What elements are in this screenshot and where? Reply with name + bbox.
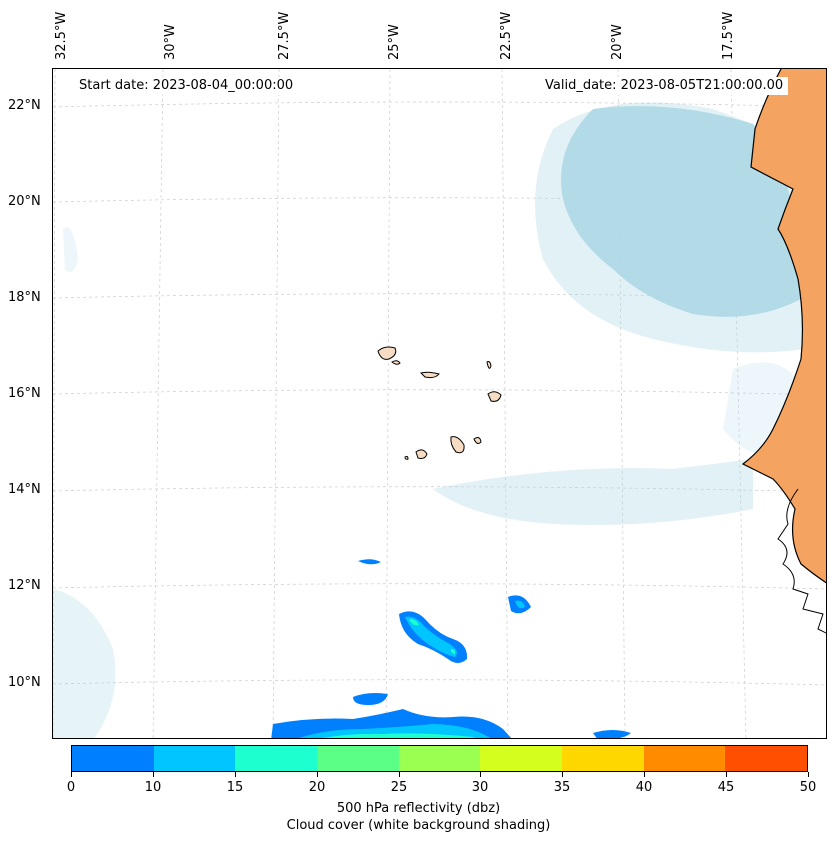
colorbar-tick-label: 20 — [308, 780, 326, 795]
colorbar-tick — [808, 772, 809, 777]
colorbar-tick — [644, 772, 645, 777]
cloud-area-northeast-fringe — [535, 102, 805, 353]
island-boa-vista — [487, 391, 502, 402]
reflectivity-cell-12-5n — [358, 559, 381, 565]
colorbar-segment — [725, 746, 808, 771]
colorbar-segment — [398, 746, 481, 771]
cloud-cover-shading — [53, 102, 805, 738]
colorbar-tick — [399, 772, 400, 777]
island-brava — [404, 455, 409, 460]
reflectivity-band-south-core — [322, 733, 475, 738]
island-sao-vicente — [391, 360, 401, 365]
guinea-coastline — [777, 488, 826, 634]
colorbar-tick-label: 10 — [144, 780, 162, 795]
colorbar-tick — [71, 772, 72, 777]
colorbar-segment — [153, 746, 236, 771]
colorbar-segment — [317, 746, 399, 771]
colorbar-segment — [562, 746, 644, 771]
lon-label-32-5w: 32.5°W — [54, 11, 69, 60]
africa-landmass — [743, 69, 826, 583]
lon-label-20w: 20°W — [610, 24, 625, 60]
africa-coastline — [741, 69, 826, 584]
reflectivity-cell-9n-east — [593, 730, 631, 738]
colorbar-tick-label: 25 — [390, 780, 408, 795]
island-santo-antao — [377, 346, 397, 360]
reflectivity-cell-9n — [353, 693, 388, 705]
colorbar — [71, 745, 808, 772]
colorbar-tick-label: 40 — [635, 780, 653, 795]
colorbar-segment — [72, 746, 154, 771]
lat-label-10n: 10°N — [8, 675, 41, 690]
colorbar-tick-label: 30 — [471, 780, 489, 795]
cloud-area-northeast — [561, 106, 801, 317]
lat-label-18n: 18°N — [8, 290, 41, 305]
colorbar-segment — [235, 746, 318, 771]
lon-label-22-5w: 22.5°W — [499, 11, 514, 60]
colorbar-tick — [235, 772, 236, 777]
colorbar-tick — [153, 772, 154, 777]
reflectivity-band-south-mid — [298, 724, 491, 738]
colorbar-tick — [726, 772, 727, 777]
colorbar-tick-label: 0 — [66, 780, 76, 795]
colorbar-tick-label: 35 — [553, 780, 571, 795]
colorbar-tick — [480, 772, 481, 777]
lat-label-16n: 16°N — [8, 386, 41, 401]
colorbar-title: 500 hPa reflectivity (dbz) — [336, 801, 501, 816]
cape-verde-islands — [377, 346, 502, 460]
island-santiago — [450, 436, 465, 454]
island-sal — [486, 361, 492, 369]
lat-label-22n: 22°N — [8, 98, 41, 113]
colorbar-tick-label: 45 — [717, 780, 735, 795]
graticule — [53, 69, 826, 738]
reflectivity-cell-11-5n-east-core — [515, 600, 525, 609]
colorbar-segment — [480, 746, 563, 771]
colorbar-tick-label: 50 — [799, 780, 817, 795]
reflectivity-cells — [271, 559, 631, 738]
colorbar-tick — [317, 772, 318, 777]
map-panel — [52, 68, 827, 739]
reflectivity-band-11n-core — [405, 616, 457, 657]
lon-label-30w: 30°W — [163, 24, 178, 60]
reflectivity-band-11n-peak — [409, 619, 456, 654]
colorbar-tick-label: 15 — [226, 780, 244, 795]
lat-label-14n: 14°N — [8, 482, 41, 497]
lon-label-17-5w: 17.5°W — [721, 11, 736, 60]
cloud-area-southwest — [53, 589, 116, 738]
lat-label-12n: 12°N — [8, 578, 41, 593]
cloud-band-east — [433, 459, 753, 525]
lon-label-25w: 25°W — [387, 24, 402, 60]
colorbar-subtitle: Cloud cover (white background shading) — [286, 818, 551, 833]
island-sao-nicolau — [420, 371, 440, 379]
cloud-streaks-west — [63, 227, 78, 273]
colorbar-tick — [562, 772, 563, 777]
colorbar-segment — [643, 746, 726, 771]
island-fogo — [415, 449, 428, 459]
map-canvas — [53, 69, 826, 738]
lat-label-20n: 20°N — [8, 194, 41, 209]
island-maio — [473, 437, 482, 444]
start-date-label: Start date: 2023-08-04_00:00:00 — [74, 77, 299, 95]
lon-label-27-5w: 27.5°W — [277, 11, 292, 60]
valid-date-label: Valid_date: 2023-08-05T21:00:00.00 — [540, 77, 789, 95]
